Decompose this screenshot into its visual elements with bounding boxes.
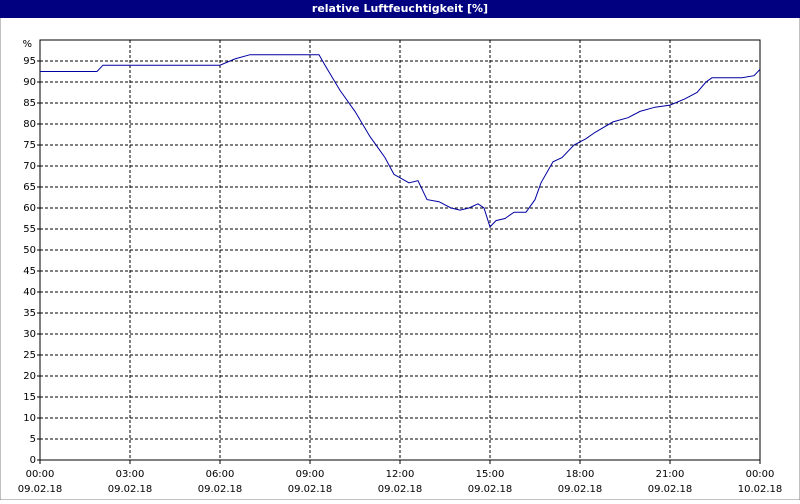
y-tick-label: 5 [30, 434, 36, 445]
x-tick-date: 09.02.18 [648, 484, 693, 495]
y-tick-label: 40 [23, 287, 36, 298]
x-tick-date: 09.02.18 [378, 484, 423, 495]
y-tick-label: 10 [23, 413, 36, 424]
y-tick-label: 80 [23, 119, 36, 130]
x-tick-date: 09.02.18 [108, 484, 153, 495]
y-tick-label: 90 [23, 77, 36, 88]
x-tick-label: 21:00 [656, 469, 685, 480]
y-tick-label: 70 [23, 161, 36, 172]
chart-title: relative Luftfeuchtigkeit [%] [312, 2, 488, 15]
y-tick-label: 25 [23, 350, 36, 361]
x-tick-label: 15:00 [476, 469, 505, 480]
x-tick-label: 00:00 [26, 469, 55, 480]
x-tick-label: 18:00 [566, 469, 595, 480]
y-tick-label: 85 [23, 98, 36, 109]
data-line [40, 54, 761, 228]
x-tick-date: 09.02.18 [18, 484, 63, 495]
x-tick-date: 10.02.18 [738, 484, 783, 495]
x-tick-label: 00:00 [746, 469, 775, 480]
y-tick-label: 75 [23, 140, 36, 151]
x-tick-date: 09.02.18 [198, 484, 243, 495]
y-tick-label: 0 [30, 455, 36, 466]
y-tick-label: 15 [23, 392, 36, 403]
y-tick-label: 55 [23, 224, 36, 235]
title-bar [0, 0, 800, 18]
x-tick-date: 09.02.18 [468, 484, 513, 495]
y-tick-label: 50 [23, 245, 36, 256]
y-tick-label: 45 [23, 266, 36, 277]
y-tick-label: 95 [23, 56, 36, 67]
y-axis-label: % [22, 39, 32, 50]
y-tick-label: 20 [23, 371, 36, 382]
x-tick-date: 09.02.18 [558, 484, 603, 495]
x-tick-date: 09.02.18 [288, 484, 333, 495]
y-tick-label: 60 [23, 203, 36, 214]
y-tick-label: 30 [23, 329, 36, 340]
x-tick-label: 06:00 [206, 469, 235, 480]
y-tick-label: 35 [23, 308, 36, 319]
x-tick-label: 12:00 [386, 469, 415, 480]
x-tick-label: 09:00 [296, 469, 325, 480]
x-tick-label: 03:00 [116, 469, 145, 480]
y-tick-label: 65 [23, 182, 36, 193]
